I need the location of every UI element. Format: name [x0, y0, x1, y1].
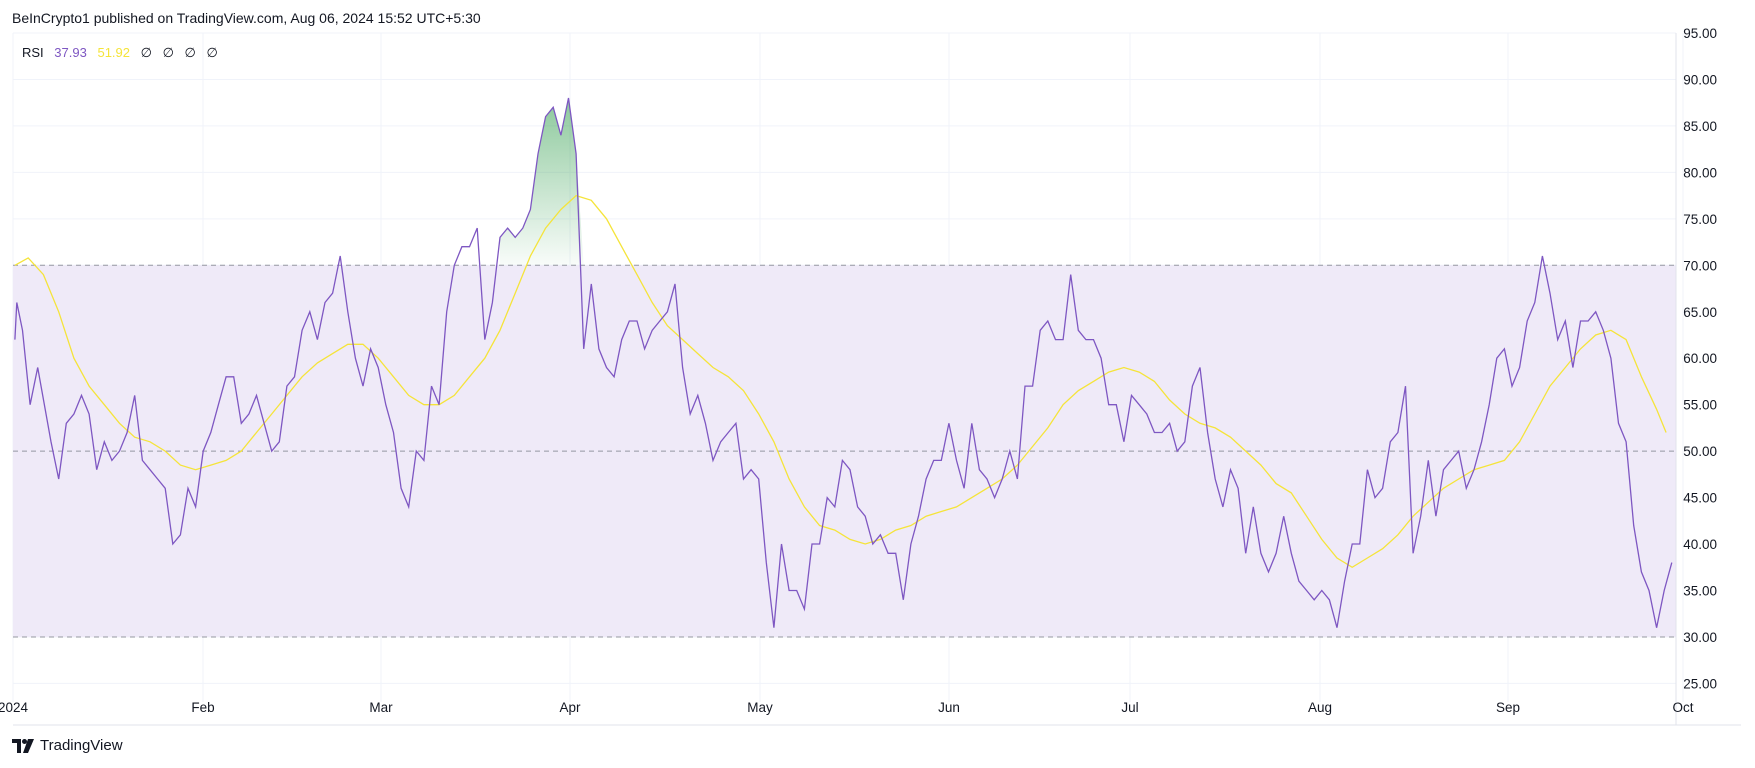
- y-tick-label: 75.00: [1683, 212, 1717, 227]
- y-tick-label: 35.00: [1683, 584, 1717, 599]
- rsi-value: 37.93: [54, 45, 87, 60]
- y-tick-label: 90.00: [1683, 72, 1717, 87]
- tradingview-logo[interactable]: TradingView: [12, 737, 123, 754]
- na-value-4: ∅: [206, 45, 218, 60]
- x-tick-label: Jul: [1121, 700, 1138, 715]
- y-tick-label: 65.00: [1683, 305, 1717, 320]
- y-tick-label: 70.00: [1683, 258, 1717, 273]
- tradingview-logo-icon: [12, 738, 34, 753]
- x-tick-label: Mar: [369, 700, 393, 715]
- x-tick-label: Apr: [559, 700, 581, 715]
- indicator-name: RSI: [22, 45, 44, 60]
- indicator-legend[interactable]: RSI 37.93 51.92 ∅ ∅ ∅ ∅: [22, 45, 225, 61]
- na-value-2: ∅: [162, 45, 174, 60]
- y-tick-label: 85.00: [1683, 119, 1717, 134]
- x-tick-label: Jun: [938, 700, 960, 715]
- y-tick-label: 55.00: [1683, 398, 1717, 413]
- published-by-header: BeInCrypto1 published on TradingView.com…: [12, 10, 481, 26]
- y-tick-label: 95.00: [1683, 26, 1717, 41]
- na-value-1: ∅: [140, 45, 152, 60]
- na-value-3: ∅: [184, 45, 196, 60]
- y-tick-label: 80.00: [1683, 165, 1717, 180]
- y-tick-label: 60.00: [1683, 351, 1717, 366]
- y-tick-label: 50.00: [1683, 444, 1717, 459]
- price-scale[interactable]: 25.00 30.00 35.00 40.00 45.00 50.00 55.00 60.00…: [1683, 26, 1717, 691]
- x-tick-label: 2024: [0, 700, 29, 715]
- x-tick-label: Sep: [1496, 700, 1520, 715]
- y-tick-label: 30.00: [1683, 630, 1717, 645]
- y-tick-label: 25.00: [1683, 676, 1717, 691]
- time-scale[interactable]: 2024 Feb Mar Apr May Jun Jul Aug Sep Oct: [0, 700, 1694, 715]
- overbought-fill: [500, 98, 584, 266]
- rsi-line: [14, 97, 1673, 628]
- x-tick-label: Feb: [191, 700, 214, 715]
- ma-value: 51.92: [97, 45, 131, 60]
- x-tick-label: Aug: [1308, 700, 1332, 715]
- tradingview-brand: TradingView: [40, 737, 123, 754]
- x-tick-label: Oct: [1672, 700, 1693, 715]
- rsi-ma-line: [14, 194, 1667, 569]
- y-tick-label: 45.00: [1683, 491, 1717, 506]
- y-tick-label: 40.00: [1683, 537, 1717, 552]
- x-tick-label: May: [747, 700, 773, 715]
